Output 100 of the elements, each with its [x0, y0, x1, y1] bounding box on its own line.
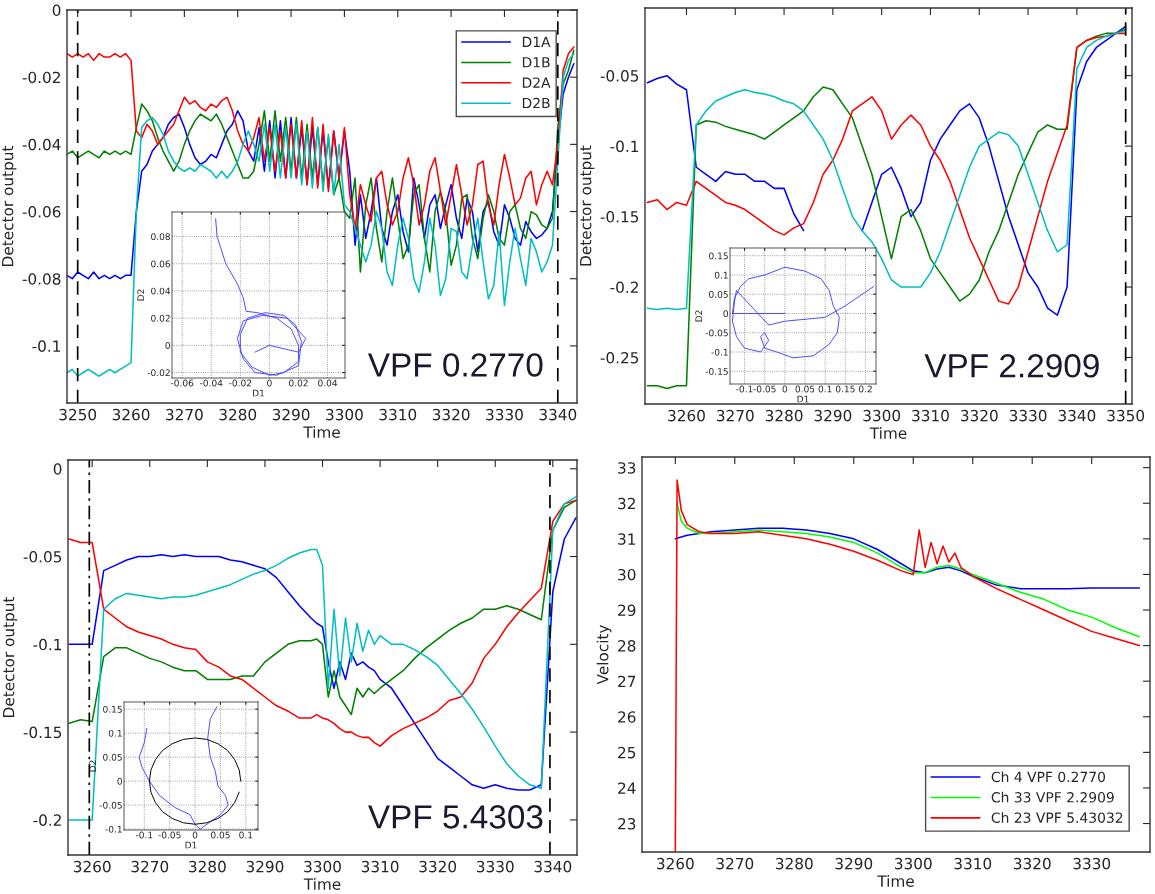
y-tick-label: 0.02 — [151, 314, 170, 322]
x-tick-label: 3290 — [835, 857, 873, 870]
x-tick-label: 3270 — [716, 857, 754, 870]
x-tick-label: 3290 — [272, 408, 310, 421]
y-tick-label: -0.1 — [711, 348, 728, 356]
y-tick-label: -0.1 — [105, 825, 122, 833]
x-tick-label: 3310 — [361, 860, 399, 873]
y-tick-label: 27 — [618, 675, 636, 687]
y-tick-label: 0 — [165, 342, 171, 349]
y-axis-title: Velocity — [596, 624, 612, 685]
y-tick-label: -0.2 — [33, 814, 61, 826]
x-axis-title: D1 — [185, 841, 197, 849]
y-axis-title: D2 — [89, 760, 96, 772]
x-axis-title: Time — [877, 875, 914, 887]
y-tick-label: -0.05 — [705, 329, 728, 337]
x-tick-label: 3320 — [432, 408, 470, 421]
line-series — [215, 218, 307, 376]
x-tick-label: 3280 — [765, 409, 803, 422]
x-tick-label: 0.1 — [818, 385, 832, 393]
x-tick-label: 3330 — [486, 408, 523, 421]
y-axis-title: D2 — [695, 310, 702, 322]
line-series — [67, 46, 575, 230]
legend-label: D1A — [522, 36, 551, 47]
x-tick-label: 3300 — [894, 857, 932, 870]
y-tick-label: 0.1 — [714, 271, 728, 279]
y-tick-label: -0.25 — [600, 351, 639, 364]
x-axis-title: Time — [303, 426, 340, 438]
x-tick-label: 3270 — [131, 860, 169, 873]
y-tick-label: -0.05 — [23, 551, 62, 563]
x-tick-label: 3260 — [657, 857, 694, 870]
x-tick-label: 3330 — [476, 860, 514, 873]
x-tick-label: 3320 — [960, 409, 998, 422]
x-tick-label: -0.06 — [170, 379, 194, 387]
x-tick-label: 3330 — [1009, 409, 1047, 422]
line-series — [138, 706, 229, 830]
annotation: VPF 5.4303 — [368, 805, 543, 829]
x-tick-label: 3280 — [189, 860, 226, 873]
x-tick-label: -0.1 — [736, 385, 753, 393]
y-tick-label: 23 — [618, 818, 636, 830]
y-tick-label: 26 — [618, 711, 636, 723]
x-tick-label: 3270 — [166, 408, 203, 421]
y-tick-label: -0.02 — [147, 369, 170, 377]
y-tick-label: 25 — [618, 746, 636, 759]
y-tick-label: -0.15 — [23, 726, 62, 739]
y-tick-label: -0.15 — [600, 211, 639, 223]
x-tick-label: 0.15 — [835, 385, 855, 393]
y-tick-label: 0 — [53, 463, 62, 475]
x-tick-label: 3340 — [539, 408, 577, 421]
x-tick-label: 3310 — [379, 408, 417, 421]
legend-label: Ch 23 VPF 5.43032 — [991, 812, 1123, 823]
x-tick-label: 3250 — [59, 408, 97, 421]
y-tick-label: 0.15 — [103, 705, 122, 713]
y-tick-label: 0 — [723, 310, 729, 318]
x-tick-label: -0.05 — [753, 385, 776, 393]
x-tick-label: 3310 — [954, 857, 992, 870]
y-axis-title: Detector output — [580, 145, 595, 266]
legend-label: Ch 4 VPF 0.2770 — [991, 771, 1106, 783]
x-tick-label: 3290 — [814, 409, 852, 422]
y-tick-label: -0.02 — [22, 71, 60, 84]
x-tick-label: -0.04 — [200, 379, 223, 387]
x-tick-label: 3330 — [1073, 857, 1111, 870]
y-tick-label: 0 — [117, 777, 123, 785]
x-tick-label: 0.05 — [795, 385, 815, 393]
y-tick-label: -0.04 — [22, 138, 61, 151]
legend-label: Ch 33 VPF 2.2909 — [991, 791, 1114, 803]
y-tick-label: -0.1 — [610, 140, 639, 153]
y-tick-label: 0 — [52, 4, 61, 17]
line-series — [674, 527, 1141, 590]
y-tick-label: 0.05 — [103, 753, 122, 761]
line-series — [67, 52, 575, 377]
line-series — [731, 266, 875, 359]
x-tick-label: -0.05 — [158, 831, 181, 839]
y-tick-label: -0.2 — [610, 281, 638, 294]
x-tick-label: 0 — [192, 831, 198, 839]
x-tick-label: 3320 — [419, 860, 457, 873]
y-axis-title: Detector output — [3, 596, 18, 717]
y-tick-label: 24 — [618, 782, 636, 794]
y-tick-label: 0.06 — [151, 260, 171, 268]
y-axis-title: Detector output — [2, 145, 17, 266]
x-tick-label: 3260 — [112, 408, 150, 421]
x-tick-label: 3310 — [912, 409, 949, 422]
y-tick-label: 33 — [618, 462, 636, 474]
x-axis-title: Time — [869, 427, 907, 439]
x-tick-label: -0.02 — [229, 379, 252, 387]
x-tick-label: 3320 — [1013, 857, 1051, 870]
y-tick-label: -0.1 — [33, 638, 62, 651]
y-tick-label: 28 — [618, 640, 636, 652]
x-tick-label: 0 — [267, 379, 272, 387]
y-tick-label: -0.05 — [99, 801, 122, 809]
y-tick-label: 32 — [618, 497, 635, 510]
annotation: VPF 0.2770 — [367, 353, 543, 377]
y-tick-label: 0.15 — [709, 252, 728, 260]
y-tick-label: 30 — [618, 568, 636, 581]
x-tick-label: 0.1 — [239, 831, 253, 839]
y-tick-label: 31 — [618, 533, 636, 545]
x-axis-title: Time — [303, 878, 341, 890]
y-tick-label: -0.15 — [705, 368, 728, 375]
x-tick-label: 0.2 — [858, 385, 872, 393]
x-tick-label: 3260 — [73, 860, 111, 873]
x-tick-label: 0.02 — [289, 379, 308, 387]
